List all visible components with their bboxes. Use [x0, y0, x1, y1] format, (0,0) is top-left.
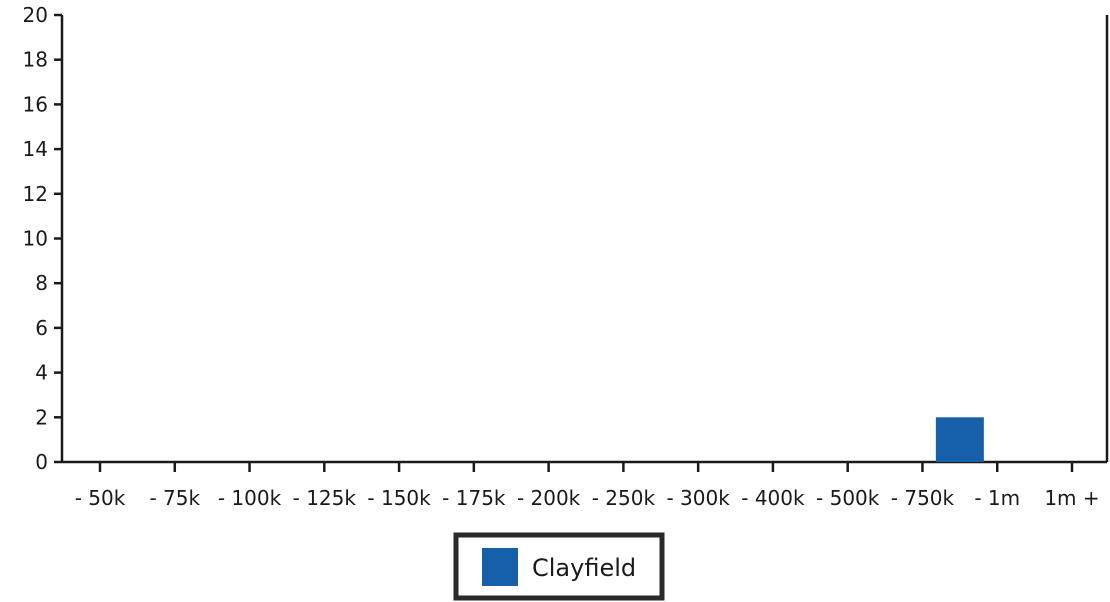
legend: Clayfield [453, 532, 665, 601]
x-tick-label: - 75k [149, 486, 200, 510]
y-tick-label: 2 [35, 405, 48, 429]
x-tick-label: - 300k [666, 486, 730, 510]
bar [935, 417, 984, 462]
x-tick-label: - 500k [816, 486, 880, 510]
y-tick-label: 14 [23, 137, 48, 161]
x-tick-label: - 400k [741, 486, 805, 510]
y-tick-label: 6 [35, 316, 48, 340]
y-tick-label: 8 [35, 271, 48, 295]
x-tick-label: - 175k [442, 486, 506, 510]
y-tick-label: 12 [23, 182, 48, 206]
x-tick-label: 1m + [1044, 486, 1099, 510]
bar-series [935, 417, 984, 462]
y-tick-label: 18 [23, 48, 48, 72]
legend-swatch [482, 548, 518, 586]
y-tick-label: 10 [23, 227, 48, 251]
y-tick-label: 0 [35, 450, 48, 474]
y-tick-label: 20 [23, 3, 48, 27]
x-tick-label: - 1m [974, 486, 1020, 510]
x-tick-label: - 50k [75, 486, 126, 510]
legend-label: Clayfield [532, 554, 636, 582]
x-tick-label: - 125k [293, 486, 357, 510]
x-tick-label: - 200k [517, 486, 581, 510]
y-tick-label: 4 [35, 361, 48, 385]
y-tick-label: 16 [23, 92, 48, 116]
x-tick-label: - 150k [367, 486, 431, 510]
x-tick-label: - 100k [218, 486, 282, 510]
x-tick-label: - 750k [891, 486, 955, 510]
y-ticks: 0 2 4 6 8 10 12 14 16 18 20 [23, 3, 62, 474]
x-tick-label: - 250k [592, 486, 656, 510]
x-ticks: - 50k - 75k - 100k - 125k - 150k - 175k - 200k… [75, 462, 1100, 510]
